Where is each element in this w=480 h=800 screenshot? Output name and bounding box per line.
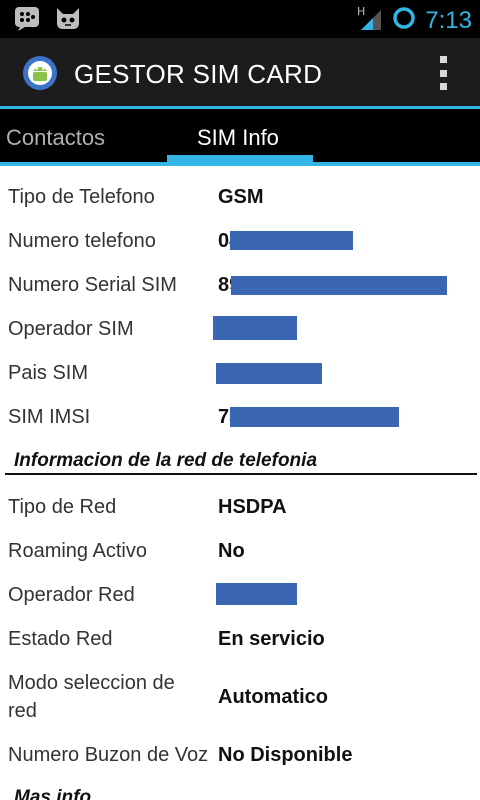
label-numero-telefono: Numero telefono (8, 230, 156, 252)
tab-bar-divider (0, 162, 480, 166)
redaction-bar (213, 316, 297, 340)
value-buzon-voz: No Disponible (218, 744, 353, 766)
section-divider (5, 473, 477, 475)
label-sim-imsi: SIM IMSI (8, 406, 91, 428)
svg-text:H: H (357, 5, 365, 18)
section-title-red: Informacion de la red de telefonia (14, 450, 318, 471)
bbm-icon (14, 5, 40, 36)
overflow-menu-icon[interactable] (438, 56, 448, 90)
label-tipo-red: Tipo de Red (8, 496, 117, 518)
app-title: GESTOR SIM CARD (74, 59, 323, 89)
cat-face-icon (54, 5, 82, 36)
label-pais-sim: Pais SIM (8, 362, 89, 384)
action-bar: GESTOR SIM CARD (0, 38, 480, 108)
tab-selected-indicator (167, 155, 313, 162)
action-bar-divider (0, 106, 480, 109)
status-bar: H 7:13 (0, 0, 480, 38)
redaction-bar (216, 363, 322, 384)
tab-sim-info[interactable]: SIM Info (197, 125, 279, 150)
sim-info-content[interactable]: Tipo de Telefono GSM Numero telefono 04 … (0, 166, 480, 800)
redaction-bar (230, 231, 353, 250)
tab-contactos[interactable]: Contactos (6, 125, 106, 150)
value-roaming: No (218, 540, 245, 562)
redaction-bar (230, 407, 399, 427)
value-tipo-red: HSDPA (218, 496, 287, 518)
redaction-bar (231, 276, 447, 295)
app-android-icon[interactable] (22, 55, 58, 91)
redaction-bar (216, 583, 297, 605)
label-roaming: Roaming Activo (8, 540, 147, 562)
label-modo-seleccion-line2: red (8, 700, 37, 722)
label-buzon-voz: Numero Buzon de Voz (8, 744, 209, 766)
value-tipo-telefono: GSM (218, 186, 264, 208)
value-estado-red: En servicio (218, 628, 325, 650)
label-tipo-telefono: Tipo de Telefono (8, 186, 155, 208)
label-numero-serial: Numero Serial SIM (8, 274, 177, 296)
label-operador-red: Operador Red (8, 584, 135, 606)
signal-icon: H (357, 4, 383, 37)
label-estado-red: Estado Red (8, 628, 113, 650)
label-modo-seleccion-line1: Modo seleccion de (8, 672, 175, 694)
clock: 7:13 (425, 6, 472, 34)
section-title-mas-info: Mas info (14, 787, 92, 800)
label-operador-sim: Operador SIM (8, 318, 134, 340)
value-modo-seleccion: Automatico (218, 686, 328, 708)
sync-circle-icon (391, 5, 417, 36)
